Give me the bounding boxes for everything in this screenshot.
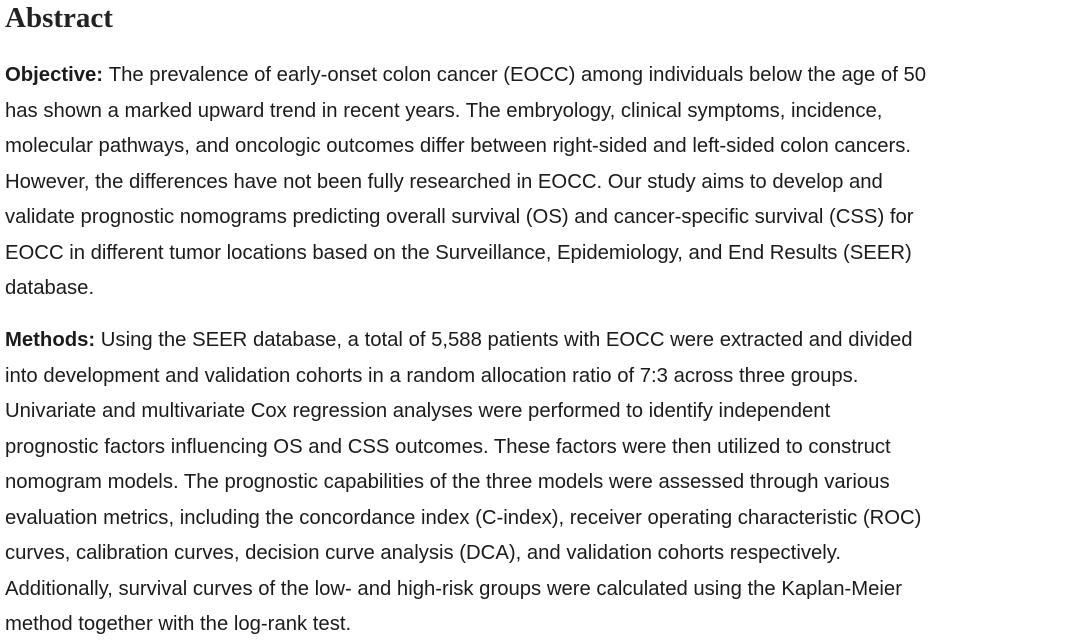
- line-text: Univariate and multivariate Cox regressi…: [5, 400, 831, 422]
- line-text: EOCC in different tumor locations based …: [5, 241, 912, 264]
- text-line: has shown a marked upward trend in recen…: [5, 94, 1077, 130]
- line-text: validate prognostic nomograms predicting…: [5, 206, 914, 228]
- line-text: method together with the log-rank test.: [5, 613, 352, 635]
- text-line: method together with the log-rank test.: [5, 607, 1077, 643]
- line-text: Using the SEER database, a total of 5,58…: [100, 329, 913, 351]
- text-line: prognostic factors influencing OS and CS…: [5, 430, 1077, 466]
- text-line: EOCC in different tumor locations based …: [5, 236, 1077, 272]
- text-line: Objective: The prevalence of early-onset…: [5, 58, 1077, 94]
- line-text: has shown a marked upward trend in recen…: [5, 99, 883, 122]
- section-heading: Abstract: [5, 2, 113, 34]
- text-line: validate prognostic nomograms predicting…: [5, 200, 1077, 236]
- line-text: into development and validation cohorts …: [5, 364, 859, 387]
- line-text: database.: [5, 277, 95, 299]
- paragraph-label: Methods:: [5, 329, 96, 351]
- text-line: into development and validation cohorts …: [5, 359, 1077, 395]
- line-text: curves, calibration curves, decision cur…: [5, 542, 842, 564]
- line-text: molecular pathways, and oncologic outcom…: [5, 135, 912, 157]
- paragraph-label: Objective:: [5, 64, 104, 86]
- line-text: Additionally, survival curves of the low…: [5, 577, 902, 600]
- paragraph: Objective: The prevalence of early-onset…: [5, 58, 1077, 307]
- text-line: database.: [5, 271, 1077, 307]
- paragraph: Methods: Using the SEER database, a tota…: [5, 323, 1077, 643]
- text-line: Additionally, survival curves of the low…: [5, 572, 1077, 608]
- line-text: The prevalence of early-onset colon canc…: [108, 64, 927, 86]
- text-line: molecular pathways, and oncologic outcom…: [5, 129, 1077, 165]
- text-line: However, the differences have not been f…: [5, 165, 1077, 201]
- text-line: Methods: Using the SEER database, a tota…: [5, 323, 1077, 359]
- line-text: nomogram models. The prognostic capabili…: [5, 471, 890, 493]
- text-line: Univariate and multivariate Cox regressi…: [5, 394, 1077, 430]
- line-text: However, the differences have not been f…: [5, 170, 883, 193]
- line-text: prognostic factors influencing OS and CS…: [5, 435, 891, 458]
- text-line: evaluation metrics, including the concor…: [5, 501, 1077, 537]
- text-line: nomogram models. The prognostic capabili…: [5, 465, 1077, 501]
- line-text: evaluation metrics, including the concor…: [5, 506, 922, 529]
- text-line: curves, calibration curves, decision cur…: [5, 536, 1077, 572]
